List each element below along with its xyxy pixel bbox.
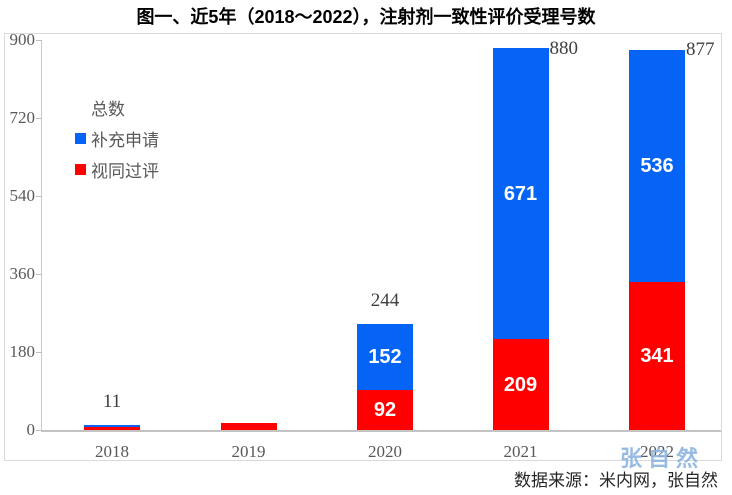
bar-value-label-red-2021: 209	[503, 373, 538, 396]
bar-total-label-2022: 877	[686, 39, 715, 60]
x-axis-label-2019: 2019	[231, 442, 266, 461]
bar-total-label-2021: 880	[549, 38, 579, 59]
bar-value-label-blue-2022: 536	[640, 155, 674, 177]
y-axis-tick-mark	[36, 430, 42, 431]
bar-total-label-2018: 11	[102, 391, 122, 412]
watermark: 张自然	[620, 446, 705, 471]
bar-value-label-red-2022: 341	[640, 345, 674, 367]
x-axis-line	[41, 430, 721, 432]
y-axis-tick-mark	[36, 40, 42, 41]
bar-segment-supplementary-2022	[629, 50, 685, 282]
y-axis-tick-label: 900	[9, 30, 36, 49]
y-axis-tick-mark	[36, 196, 42, 197]
legend-label-deemed-passed: 视同过评	[91, 162, 159, 181]
bar-segment-deemed-passed-2020	[357, 390, 413, 430]
legend-item-deemed-passed: 视同过评	[75, 154, 159, 185]
legend-label-total: 总数	[91, 100, 125, 119]
y-axis-tick-label: 720	[9, 108, 36, 127]
x-axis-label-2021: 2021	[503, 442, 538, 461]
bar-segment-supplementary-2018	[84, 425, 140, 427]
chart-area: 0 180 360 540 720 900 11 2018 2019 92 152 244 2020 20…	[4, 30, 722, 461]
bar-value-label-blue-2020: 152	[368, 346, 402, 368]
y-axis-tick-label: 0	[26, 420, 36, 439]
chart-plot: 0 180 360 540 720 900 11 2018 2019 92 152 244 2020 20…	[5, 30, 721, 461]
legend-label-supplementary: 补充申请	[91, 131, 159, 150]
bar-value-label-red-2020: 92	[373, 399, 397, 421]
x-axis-label-2018: 2018	[95, 442, 129, 461]
bar-value-label-blue-2021: 671	[503, 182, 538, 205]
y-axis-tick-label: 180	[9, 342, 36, 361]
bar-segment-deemed-passed-2022	[629, 282, 685, 430]
legend-item-supplementary: 补充申请	[75, 123, 159, 154]
x-axis-label-2022: 2022	[640, 442, 674, 461]
y-axis-tick-mark	[36, 118, 42, 119]
bar-segment-supplementary-2020	[357, 324, 413, 390]
legend: 总数 补充申请 视同过评	[75, 92, 159, 185]
chart-title: 图一、近5年（2018～2022），注射剂一致性评价受理号数	[136, 7, 596, 27]
y-axis-tick-label: 360	[9, 264, 36, 283]
legend-swatch-red-icon	[75, 164, 86, 175]
legend-item-total: 总数	[75, 92, 159, 123]
bar-segment-deemed-passed-2018	[84, 427, 140, 430]
y-axis-tick-mark	[36, 352, 42, 353]
y-axis-line	[41, 40, 42, 431]
data-source-note: 数据来源：米内网，张自然	[514, 471, 718, 490]
y-axis-tick-label: 540	[9, 186, 36, 205]
bar-segment-supplementary-2021	[492, 48, 549, 339]
x-axis-label-2020: 2020	[368, 442, 402, 461]
y-axis-tick-mark	[36, 274, 42, 275]
legend-swatch-blue-icon	[75, 133, 86, 144]
bar-segment-deemed-passed-2021	[492, 339, 549, 430]
bar-segment-deemed-passed-2019	[220, 423, 277, 430]
bar-total-label-2020: 244	[370, 290, 400, 311]
